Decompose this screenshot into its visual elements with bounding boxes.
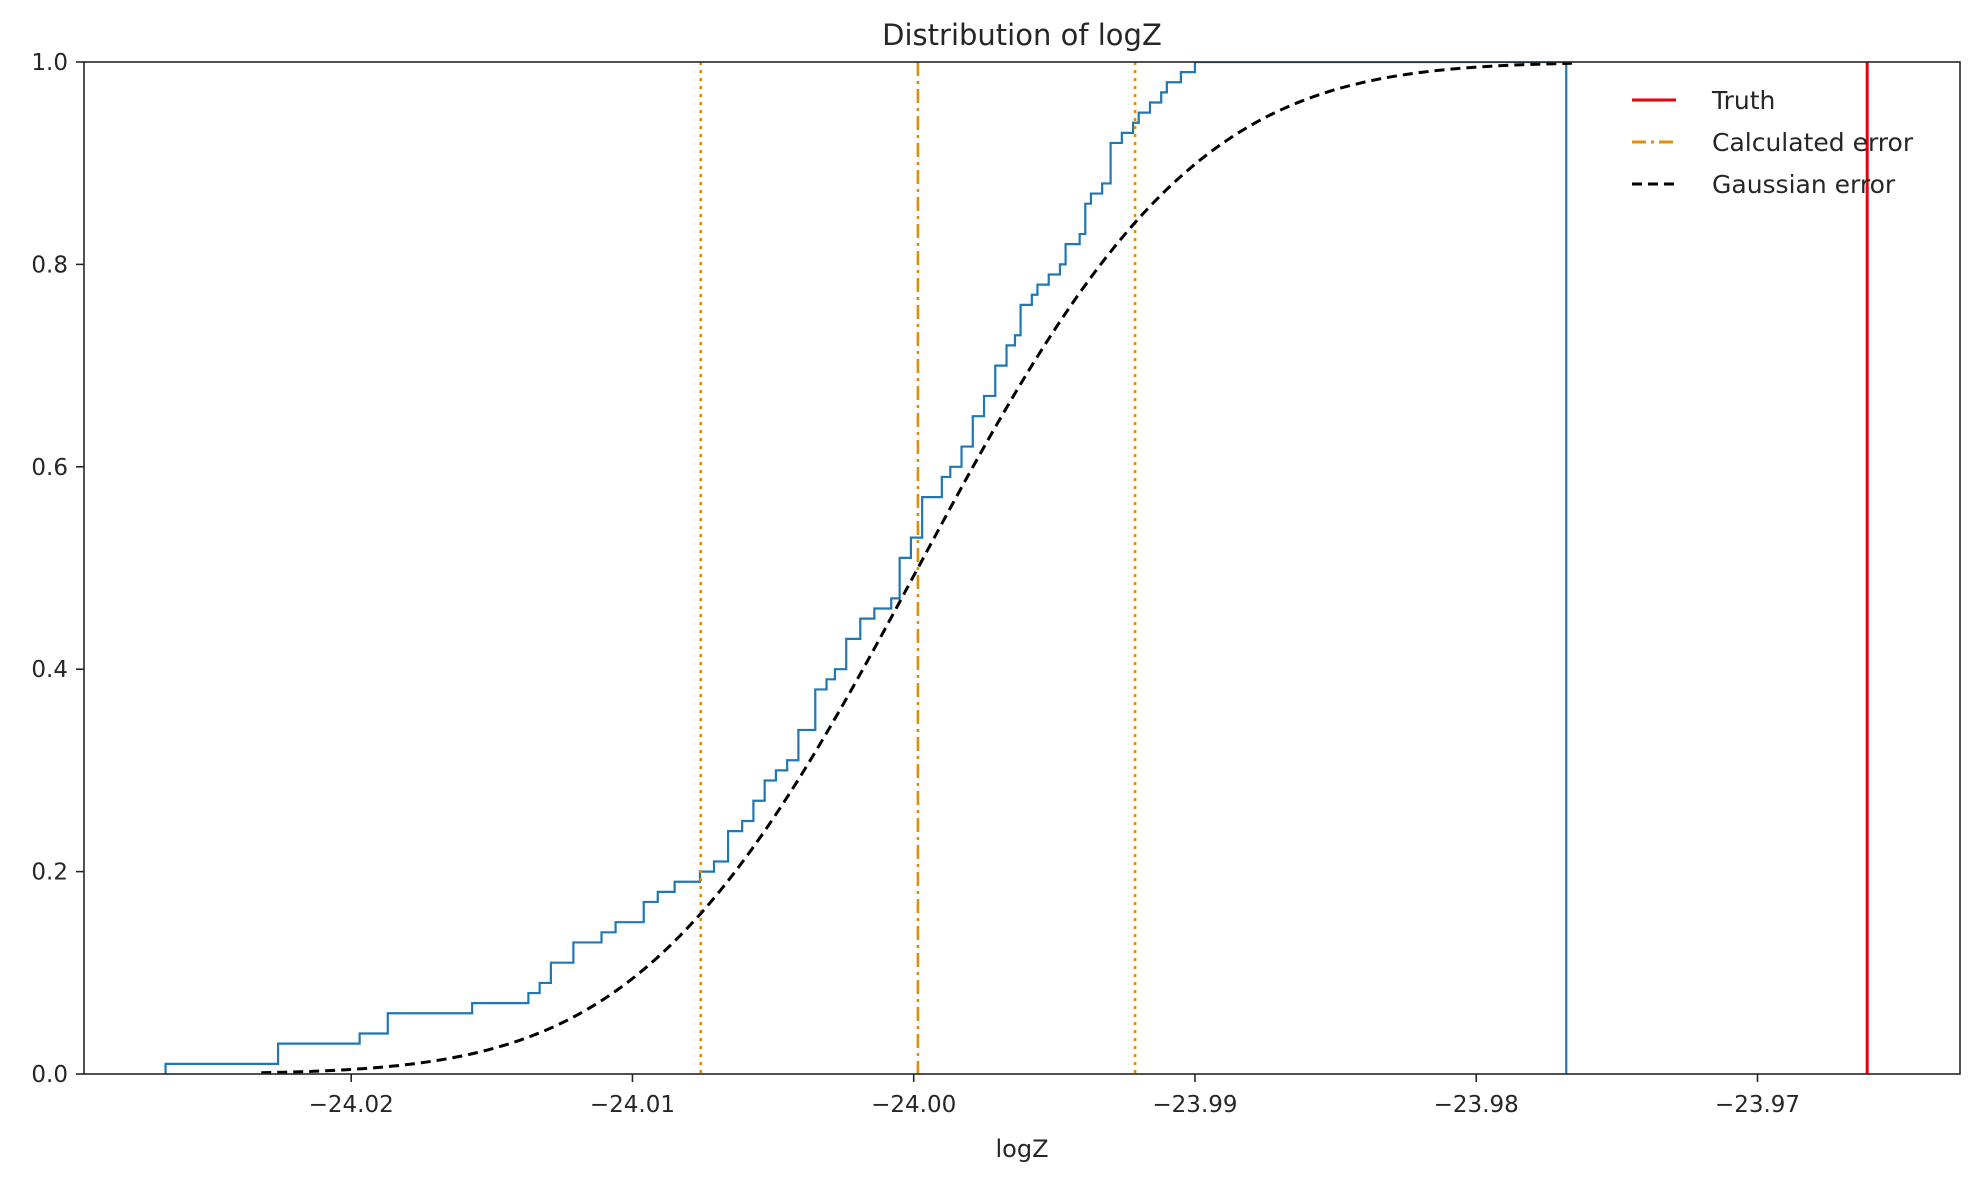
y-tick-label: 0.6 (31, 455, 68, 481)
ecdf-step-line (164, 62, 1568, 1074)
y-tick-label: 1.0 (31, 50, 68, 76)
x-tick-label: −24.01 (590, 1092, 675, 1118)
x-tick-label: −24.00 (871, 1092, 956, 1118)
x-axis-label: logZ (995, 1135, 1048, 1163)
axes-frame (83, 61, 1961, 1075)
y-tick-label: 0.2 (31, 860, 68, 886)
x-tick-label: −23.98 (1434, 1092, 1519, 1118)
calculated-error-legend-label: Calculated error (1712, 128, 1914, 157)
chart-title: Distribution of logZ (882, 18, 1162, 52)
x-tick-label: −24.02 (309, 1092, 394, 1118)
y-tick-label: 0.8 (31, 252, 68, 278)
truth-legend-label: Truth (1711, 86, 1775, 115)
gaussian-error-legend-label: Gaussian error (1712, 170, 1896, 199)
legend: Truth Calculated error Gaussian error (1632, 86, 1914, 199)
x-tick-label: −23.97 (1715, 1092, 1800, 1118)
y-tick-label: 0.4 (31, 657, 68, 683)
plot-area: −24.02 −24.01 −24.00 −23.99 −23.98 −23.97 0.0… (31, 50, 1961, 1118)
y-axis: 0.0 0.2 0.4 0.6 0.8 1.0 (31, 50, 84, 1088)
x-axis: −24.02 −24.01 −24.00 −23.99 −23.98 −23.97 (309, 1074, 1800, 1118)
y-tick-label: 0.0 (31, 1062, 68, 1088)
x-tick-label: −23.99 (1152, 1092, 1237, 1118)
